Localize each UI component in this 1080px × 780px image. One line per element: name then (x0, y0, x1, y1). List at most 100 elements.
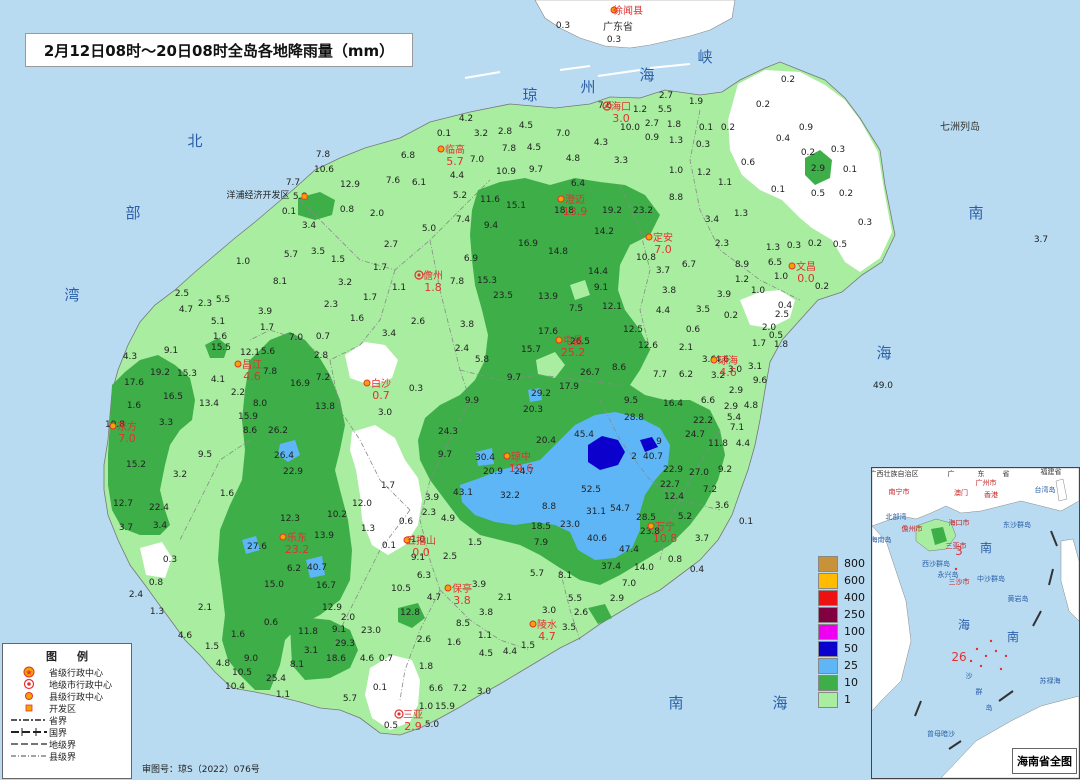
station-value: 0.8 (340, 205, 355, 215)
region-rainfall: 19.6 (509, 462, 534, 475)
color-legend-value: 250 (844, 608, 865, 621)
inset-label: 香港 (984, 490, 998, 499)
region-county: 保亭3.8 (444, 582, 472, 607)
inset-label: 广州市 (976, 478, 997, 487)
station-value: 1.1 (392, 283, 406, 293)
station-value: 6.2 (287, 564, 301, 574)
station-value: 7.5 (569, 304, 583, 314)
color-legend-value: 600 (844, 574, 865, 587)
station-value: 11.6 (480, 195, 500, 205)
station-value: 7.7 (653, 370, 667, 380)
station-value: 14.8 (548, 247, 568, 257)
inset-label: 三沙市 (949, 577, 970, 586)
prefecture-marker (394, 709, 404, 719)
legend-label: 开发区 (49, 704, 77, 715)
station-value: 5.5 (216, 295, 230, 305)
station-value: 0.1 (382, 541, 396, 551)
station-value: 1.5 (331, 255, 345, 265)
station-value: 5.2 (453, 191, 467, 201)
station-value: 0.2 (756, 100, 770, 110)
sea-label: 部 (125, 204, 140, 222)
station-value: 2.8 (314, 351, 329, 361)
station-value: 1.7 (363, 293, 377, 303)
station-value: 9.7 (529, 165, 543, 175)
inset-label: 海 (958, 617, 970, 632)
station-value: 8.8 (669, 193, 684, 203)
region-rainfall: 4.7 (538, 630, 556, 643)
station-value: 12.3 (280, 514, 300, 524)
station-value: 2.4 (455, 344, 470, 354)
county-marker (529, 620, 537, 628)
station-value: 4.6 (178, 631, 193, 641)
station-value: 4.2 (459, 114, 473, 124)
station-value: 5.0 (425, 720, 440, 730)
rain-25-blob-5 (528, 388, 542, 402)
station-value: 0.3 (556, 21, 570, 31)
inset-label: 儋州市 (902, 524, 923, 533)
station-value: 3.4 (382, 329, 397, 339)
inset-label: 永兴岛 (938, 570, 959, 579)
region-name: 定安 (653, 231, 673, 244)
color-swatch (818, 657, 838, 674)
color-legend-row: 25 (818, 657, 878, 674)
station-value: 3.2 (173, 470, 187, 480)
station-value: 11.8 (298, 627, 318, 637)
station-value: 5.2 (678, 512, 692, 522)
station-value: 27.6 (247, 542, 267, 552)
station-value: 6.1 (412, 178, 426, 188)
station-value: 1.7 (373, 263, 387, 273)
inset-hainan-green (931, 527, 947, 545)
station-value: 4.9 (441, 514, 456, 524)
county-marker (647, 522, 655, 530)
region-county: 白沙0.7 (363, 377, 391, 402)
station-value: 2.0 (341, 613, 356, 623)
legend-row: 开发区 (3, 702, 131, 715)
region-name: 徐闻县 (613, 4, 643, 17)
station-value: 0.7 (316, 332, 330, 342)
legend-row: 省界 (3, 714, 131, 727)
region-prefecture: 儋州1.8 (414, 269, 443, 294)
rain-50-core (588, 436, 625, 470)
station-value: 4.3 (123, 352, 137, 362)
rain-25-blob-4 (476, 448, 494, 466)
station-value: 7.1 (730, 423, 744, 433)
station-value: 1.6 (213, 332, 228, 342)
station-value: 14.0 (634, 563, 654, 573)
station-value: 16.9 (518, 239, 538, 249)
county-marker (234, 360, 242, 368)
station-value: 7.2 (453, 684, 467, 694)
region-name: 澄迈 (565, 193, 585, 206)
station-value: 10.6 (314, 165, 334, 175)
region-rainfall: 0.0 (797, 272, 815, 285)
region-name: 七洲列岛 (940, 120, 980, 133)
legend-label: 省级行政中心 (49, 668, 104, 679)
region-name: 昌江 (242, 359, 262, 371)
color-legend-value: 50 (844, 642, 858, 655)
legend-title: 图例 (46, 650, 108, 663)
prefecture-marker-dot (397, 712, 401, 716)
station-value: 4.7 (427, 593, 441, 603)
inset-label: 广 (948, 469, 955, 478)
station-value: 1.3 (734, 209, 748, 219)
station-value: 8.1 (290, 660, 304, 670)
county-marker (788, 262, 796, 270)
region-name: 琼中 (511, 450, 531, 463)
station-value: 7.7 (286, 178, 300, 188)
station-value: 23.0 (560, 520, 580, 530)
inset-label: 三亚市 (946, 541, 967, 550)
station-value: 6.7 (682, 260, 696, 270)
station-value: 2.3 (324, 300, 338, 310)
region-name: 五指山 (406, 534, 436, 547)
color-legend: 800 600 400 250 100 50 25 10 1 (818, 555, 878, 708)
station-value: 2.5 (443, 552, 457, 562)
station-value: 28.8 (624, 413, 644, 423)
station-value: 1.0 (751, 286, 766, 296)
station-value: 5.4 (727, 413, 742, 423)
region-county: 东方7.0 (109, 420, 137, 445)
color-legend-value: 400 (844, 591, 865, 604)
legend-label: 县级界 (49, 752, 77, 763)
station-value: 8.5 (456, 619, 470, 629)
inset-map: 广西壮族自治区 广 东 省 福建省 南宁市 澳门 广州市 香港 台湾岛 北部湾 海口市 东沙群岛 儋州市海… (871, 467, 1080, 779)
